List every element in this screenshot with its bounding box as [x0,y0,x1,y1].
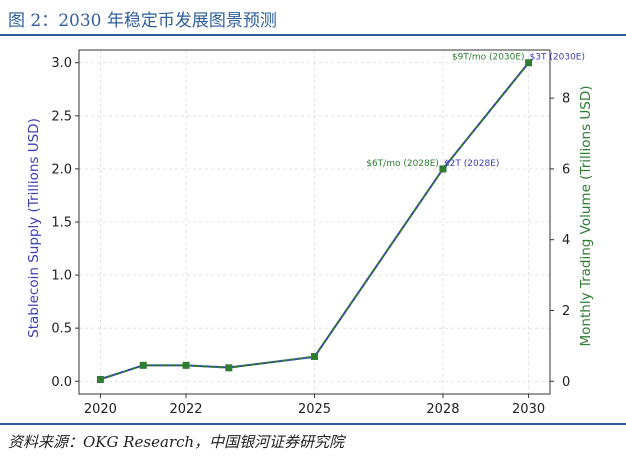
left-tick-label: 1.5 [51,216,72,231]
left-axis-label: Stablecoin Supply (Trillions USD) [26,118,42,338]
volume-point [525,59,533,67]
grid [79,50,550,394]
series-markers [96,59,533,383]
top-rule [0,34,626,36]
right-tick-label: 2 [562,304,570,319]
right-tick-label: 6 [562,162,570,177]
left-axis: 0.0 0.5 1.0 1.5 2.0 2.5 3.0 [51,56,79,390]
volume-point [96,375,104,383]
right-tick-label: 0 [562,375,570,390]
x-axis: 2020 2022 2025 2028 2030 [84,394,545,417]
annotations: $6T/mo (2028E) $2T (2028E) $9T/mo (2030E) $… [366,53,585,169]
annotation-label: $9T/mo (2030E) [452,53,525,63]
left-tick-label: 0.0 [51,375,72,390]
volume-point [139,361,147,369]
left-tick-label: 0.5 [51,322,72,337]
left-tick-label: 2.5 [51,109,72,124]
right-tick-label: 4 [562,233,570,248]
annotation-label: $3T (2030E) [530,53,585,63]
x-tick-label: 2022 [169,402,202,417]
annotation-label: $2T (2028E) [444,159,499,169]
volume-point [182,361,190,369]
volume-point [439,165,447,173]
right-axis: 0 2 4 6 8 [550,92,570,390]
source-note: 资料来源：OKG Research，中国银河证券研究院 [8,433,345,451]
annotation-label: $6T/mo (2028E) [366,159,439,169]
left-tick-label: 3.0 [51,56,72,71]
x-tick-label: 2028 [426,402,459,417]
volume-point [225,364,233,372]
volume-point [311,352,318,360]
left-tick-label: 2.0 [51,162,72,177]
left-tick-label: 1.0 [51,269,72,284]
x-tick-label: 2025 [298,402,331,417]
bottom-rule [0,423,626,425]
chart: 0.0 0.5 1.0 1.5 2.0 2.5 3.0 0 2 4 6 8 2020 2022 2025… [26,49,594,417]
x-tick-label: 2030 [512,402,545,417]
right-axis-label: Monthly Trading Volume (Trillions USD) [578,85,594,346]
x-tick-label: 2020 [84,402,117,417]
right-tick-label: 8 [562,92,570,107]
figure-title: 图 2：2030 年稳定币发展图景预测 [8,11,277,31]
